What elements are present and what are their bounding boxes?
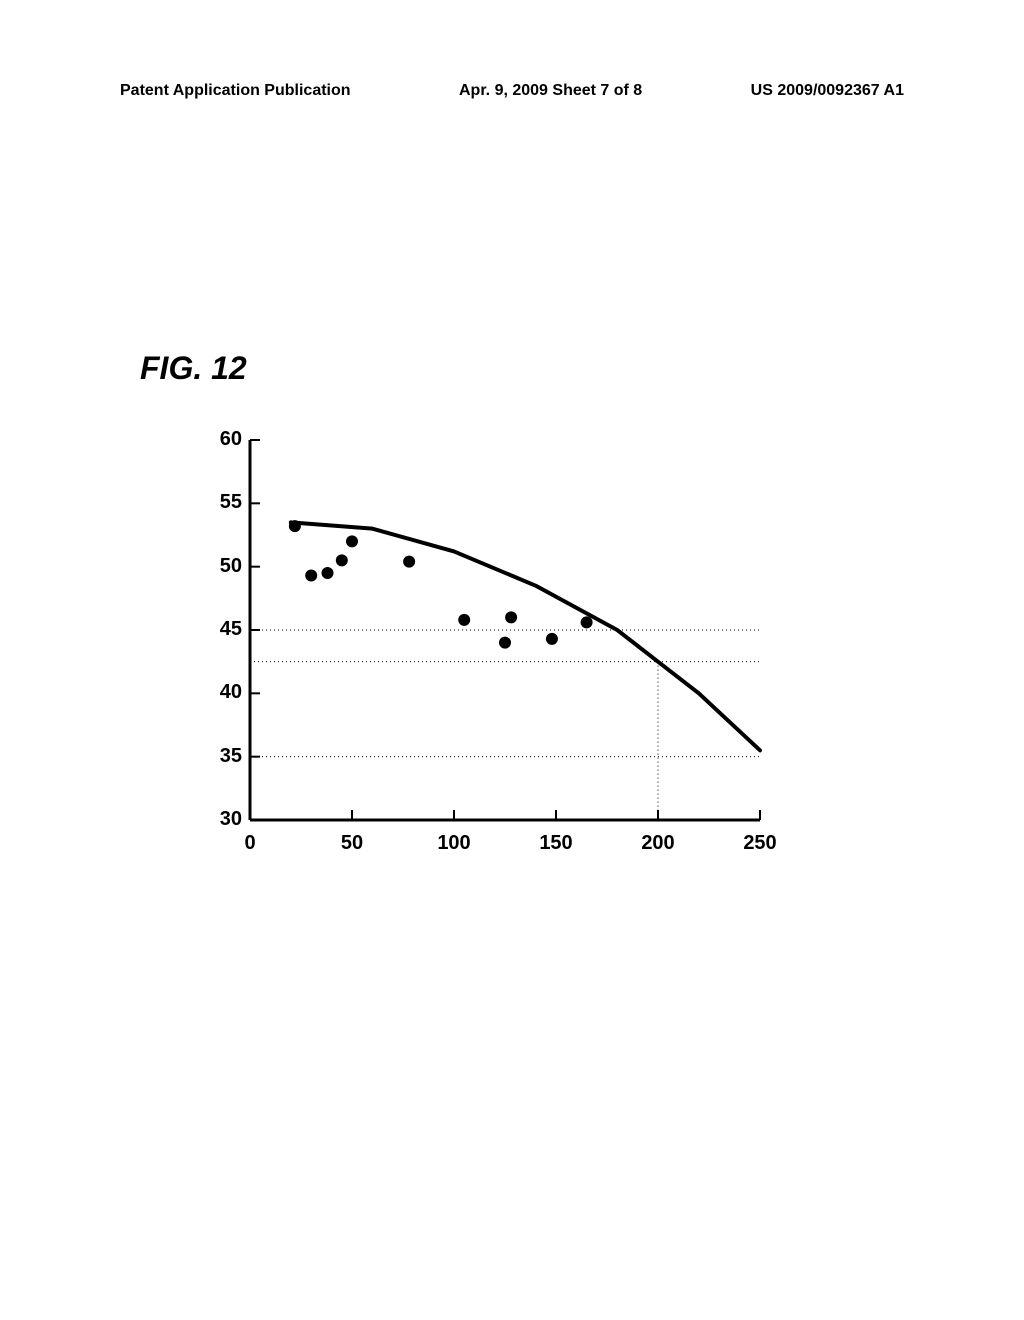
y-tick-label: 60 (202, 428, 242, 451)
x-tick-label: 250 (743, 832, 776, 855)
y-tick-label: 50 (202, 555, 242, 578)
header-left: Patent Application Publication (120, 82, 351, 100)
chart-svg (200, 430, 770, 870)
y-tick-label: 40 (202, 681, 242, 704)
x-tick-label: 0 (244, 832, 255, 855)
x-tick-label: 100 (437, 832, 470, 855)
y-tick-label: 30 (202, 808, 242, 831)
scatter-chart: 30354045505560 050100150200250 (200, 430, 770, 870)
x-tick-label: 50 (341, 832, 363, 855)
y-tick-label: 55 (202, 491, 242, 514)
header-right: US 2009/0092367 A1 (751, 82, 904, 100)
x-tick-label: 150 (539, 832, 572, 855)
figure-title: FIG. 12 (140, 350, 247, 387)
y-tick-label: 45 (202, 618, 242, 641)
header-center: Apr. 9, 2009 Sheet 7 of 8 (459, 82, 642, 100)
page-header: Patent Application Publication Apr. 9, 2… (120, 82, 904, 100)
y-tick-label: 35 (202, 745, 242, 768)
x-tick-label: 200 (641, 832, 674, 855)
